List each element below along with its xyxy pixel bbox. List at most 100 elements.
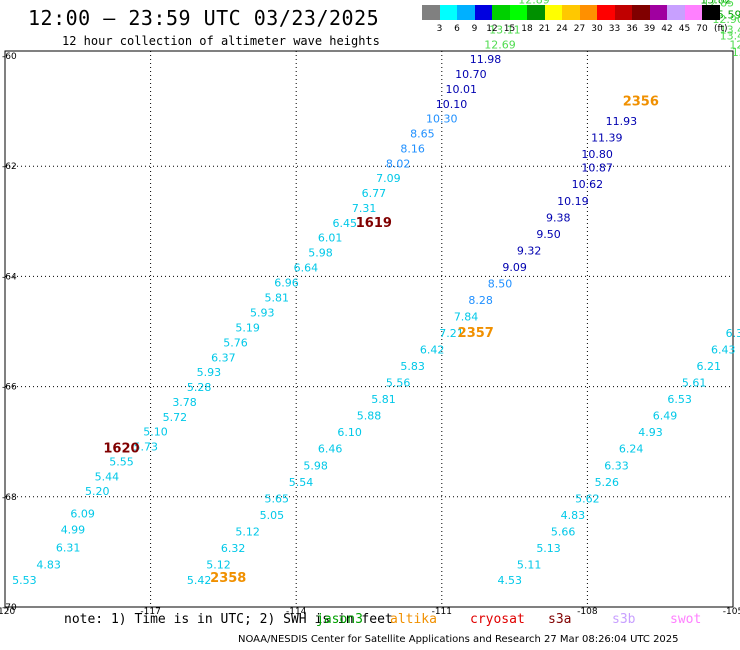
color-scale-label: 21 [538, 24, 551, 34]
wave-height-value: 5.88 [357, 410, 382, 423]
wave-height-value: 5.56 [386, 377, 411, 390]
wave-height-value: 7.84 [454, 310, 479, 323]
color-scale-label: 36 [626, 24, 638, 34]
wave-height-value: 5.93 [197, 366, 222, 379]
wave-height-value: 6.45 [332, 217, 357, 230]
wave-height-value: 5.98 [308, 247, 333, 260]
wave-height-value: 5.83 [400, 360, 425, 373]
wave-height-value: 4.83 [561, 509, 586, 522]
lat-tick-label: -60 [2, 52, 17, 62]
lat-tick-label: -66 [2, 383, 17, 393]
wave-height-value: 6.49 [653, 410, 678, 423]
color-scale-swatch [562, 5, 580, 20]
color-scale-label: 3 [436, 24, 443, 34]
lon-tick-label: -114 [286, 607, 307, 617]
wave-height-value: 5.81 [265, 292, 290, 305]
wave-height-value: 5.13 [536, 542, 561, 555]
wave-height-value: 5.73 [133, 441, 158, 454]
wave-height-value: 8.65 [410, 128, 435, 141]
lat-tick-label: -68 [2, 493, 17, 503]
wave-height-value: 9.32 [517, 244, 542, 257]
wave-height-value: 11.39 [591, 131, 623, 144]
wave-height-value: 5.62 [575, 492, 600, 505]
wave-height-value: 6.43 [711, 344, 736, 357]
color-scale-swatch [492, 5, 510, 20]
color-scale-swatch [597, 5, 615, 20]
wave-height-value: 6.24 [619, 443, 644, 456]
wave-height-value: 6.96 [274, 276, 299, 289]
wave-height-value: 11.98 [470, 53, 502, 66]
wave-height-value: 11.93 [606, 115, 638, 128]
satellite-legend-item: s3a [548, 612, 572, 627]
wave-height-value: 5.19 [235, 322, 260, 335]
wave-height-value: 13.43 [720, 23, 740, 36]
color-scale-label: 18 [521, 24, 533, 34]
wave-height-value: 5.05 [260, 509, 285, 522]
color-scale-label: 9 [471, 24, 478, 34]
color-scale-swatch [474, 5, 492, 20]
wave-height-value: 12.24 [729, 38, 740, 51]
color-scale-label: 30 [591, 24, 603, 34]
wave-height-value: 5.28 [187, 381, 212, 394]
wave-height-value: 5.26 [595, 476, 620, 489]
wave-height-value: 5.20 [85, 485, 110, 498]
wave-height-value: 8.28 [468, 294, 493, 307]
color-scale-label: 39 [643, 24, 656, 34]
color-scale-label: 24 [556, 24, 568, 34]
wave-height-value: 5.11 [517, 558, 542, 571]
wave-height-value: 5.54 [289, 476, 314, 489]
wave-height-value: 6.37 [211, 351, 236, 364]
color-scale-swatch [509, 5, 527, 20]
pass-time-label: 2357 [458, 326, 494, 341]
lat-tick-label: -62 [2, 162, 17, 172]
wave-height-value: 5.76 [223, 336, 248, 349]
wave-height-value: 7.09 [376, 172, 401, 185]
color-scale-swatch [649, 5, 667, 20]
wave-height-value: 9.09 [502, 261, 527, 274]
wave-height-value: 13.11 [489, 23, 521, 36]
color-scale-label: 70 [696, 24, 708, 34]
wave-height-value: 10.70 [455, 68, 487, 81]
wave-height-value: 6.32 [221, 542, 246, 555]
color-scale-label: 27 [573, 24, 586, 34]
color-scale-swatch [439, 5, 457, 20]
wave-height-value: 12.69 [484, 38, 516, 51]
wave-height-value: 10.10 [436, 98, 468, 111]
color-scale-swatch [422, 5, 440, 20]
wave-height-value: 10.30 [426, 113, 458, 126]
wave-height-value: 7.31 [352, 202, 377, 215]
wave-height-value: 6.10 [337, 426, 362, 439]
wave-height-value: 5.61 [682, 377, 707, 390]
lat-tick-label: -64 [2, 272, 17, 282]
wave-height-value: 6.77 [362, 187, 387, 200]
wave-height-value: 13.65 [732, 46, 740, 59]
lon-tick-label: -117 [140, 607, 160, 617]
wave-height-value: 6.01 [318, 232, 343, 245]
color-scale-swatch [667, 5, 685, 20]
color-scale-label: 15 [503, 24, 516, 34]
color-scale-label: 33 [608, 24, 621, 34]
color-scale-swatch [579, 5, 597, 20]
wave-height-value: 5.98 [303, 459, 328, 472]
wave-height-value: 5.72 [163, 411, 188, 424]
footer-credit: NOAA/NESDIS Center for Satellite Applica… [238, 634, 679, 645]
wave-height-value: 5.44 [95, 470, 120, 483]
wave-height-value: 8.02 [386, 157, 411, 170]
wave-height-value: 9.38 [546, 211, 571, 224]
color-scale-swatch [702, 5, 720, 20]
color-scale-swatch [614, 5, 632, 20]
wave-height-value: 5.55 [109, 455, 134, 468]
lon-tick-label: -111 [432, 607, 452, 617]
lon-tick-label: -120 [0, 607, 15, 617]
wave-height-value: 10.19 [557, 195, 589, 208]
wave-height-value: 6.36 [726, 327, 740, 340]
color-scale-swatch [457, 5, 475, 20]
wave-height-value: 5.65 [265, 492, 290, 505]
color-scale-label: 45 [678, 24, 691, 34]
lat-tick-label: -70 [2, 603, 17, 613]
wave-height-value: 6.46 [318, 443, 343, 456]
wave-height-value: 6.53 [667, 393, 692, 406]
page-subtitle: 12 hour collection of altimeter wave hei… [62, 34, 380, 48]
lon-tick-label: -105 [723, 607, 740, 617]
